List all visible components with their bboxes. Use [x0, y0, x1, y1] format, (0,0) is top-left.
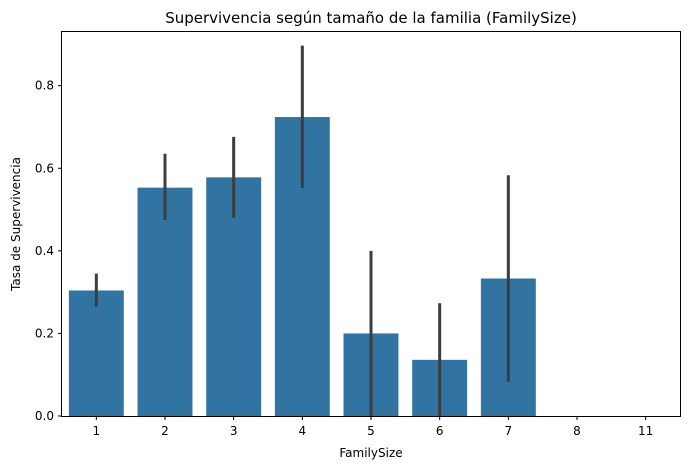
x-tick-label-6: 6	[436, 424, 444, 438]
y-axis-ticks: 0.0 0.2 0.4 0.6 0.8	[35, 79, 62, 423]
x-tick-label-1: 1	[93, 424, 101, 438]
x-tick-label-2: 2	[161, 424, 169, 438]
y-tick-label-2: 0.4	[35, 244, 54, 258]
x-axis-ticks: 1 2 3 4 5 6 7 8 11	[93, 416, 653, 438]
x-tick-label-5: 5	[367, 424, 375, 438]
y-tick-label-1: 0.2	[35, 326, 54, 340]
x-tick-label-11: 11	[638, 424, 653, 438]
x-tick-label-7: 7	[505, 424, 513, 438]
x-axis-label: FamilySize	[339, 446, 402, 460]
y-tick-label-0: 0.0	[35, 409, 54, 423]
y-tick-label-3: 0.6	[35, 161, 54, 175]
x-tick-label-4: 4	[299, 424, 307, 438]
x-tick-label-3: 3	[230, 424, 238, 438]
y-axis-label: Tasa de Supervivencia	[9, 157, 23, 292]
x-tick-label-8: 8	[573, 424, 581, 438]
bar-2	[137, 187, 193, 416]
bar-1	[68, 290, 124, 416]
errorbars-group	[94, 45, 510, 416]
chart-title: Supervivencia según tamaño de la familia…	[165, 9, 577, 27]
y-tick-label-4: 0.8	[35, 79, 54, 93]
